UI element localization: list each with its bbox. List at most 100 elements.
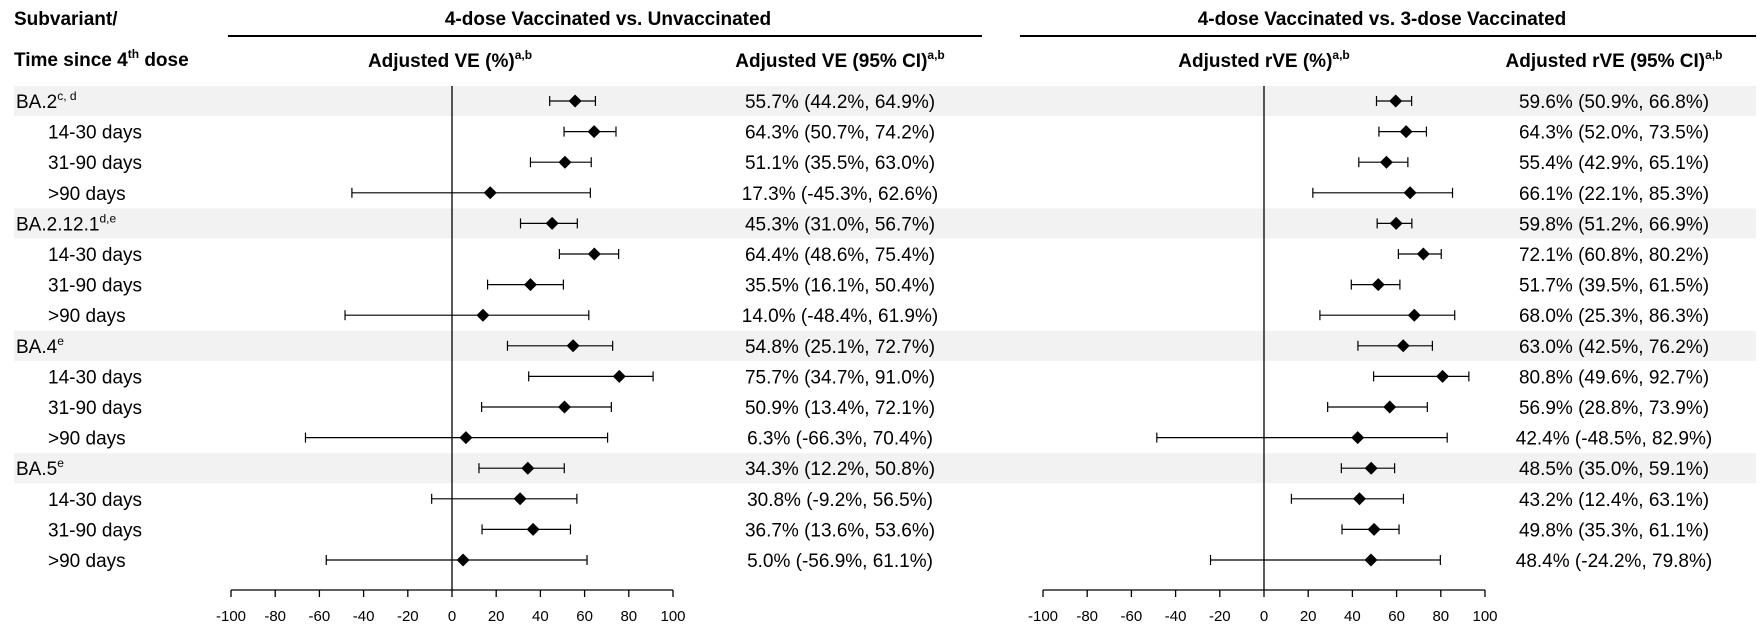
ci-value-label: 35.5% (16.1%, 50.4%)	[745, 276, 935, 297]
point-estimate-diamond	[1364, 553, 1378, 567]
point-estimate-diamond	[1403, 186, 1417, 200]
time-since-dose-label: 14-30 days	[48, 245, 142, 266]
ci-value-label: 6.3% (-66.3%, 70.4%)	[747, 429, 933, 450]
panel2-title: 4-dose Vaccinated vs. 3-dose Vaccinated	[1198, 9, 1567, 30]
ci-value-label: 64.3% (52.0%, 73.5%)	[1519, 123, 1709, 144]
row-label-header-line2: Time since 4th dose	[14, 47, 189, 71]
row-band-layer	[14, 86, 1756, 484]
subvariant-label: BA.4e	[16, 334, 64, 358]
point-estimate-diamond	[557, 400, 571, 414]
point-estimate-diamond	[1399, 125, 1413, 139]
ci-value-label: 48.4% (-24.2%, 79.8%)	[1516, 551, 1712, 572]
time-since-dose-label: >90 days	[48, 429, 126, 450]
x-tick-label: 40	[532, 608, 549, 625]
ci-value-label: 50.9% (13.4%, 72.1%)	[745, 398, 935, 419]
x-tick-label: 40	[1344, 608, 1361, 625]
point-estimate-diamond	[526, 522, 540, 536]
ci-value-label: 42.4% (-48.5%, 82.9%)	[1516, 429, 1712, 450]
ci-value-label: 72.1% (60.8%, 80.2%)	[1519, 245, 1709, 266]
point-estimate-diamond	[545, 216, 559, 230]
time-since-dose-label: 31-90 days	[48, 520, 142, 541]
point-estimate-diamond	[1416, 247, 1430, 261]
ci-value-label: 17.3% (-45.3%, 62.6%)	[742, 184, 938, 205]
x-tick-label: 80	[1432, 608, 1449, 625]
ci-value-label: 51.7% (39.5%, 61.5%)	[1519, 276, 1709, 297]
point-estimate-diamond	[1389, 216, 1403, 230]
group-row-band	[14, 208, 1756, 239]
row-label-header-line1: Subvariant/	[14, 9, 118, 30]
ci-value-label: 30.8% (-9.2%, 56.5%)	[747, 490, 933, 511]
x-tick-label: 0	[1260, 608, 1268, 625]
ci-value-label: 5.0% (-56.9%, 61.1%)	[747, 551, 933, 572]
ci-value-label: 66.1% (22.1%, 85.3%)	[1519, 184, 1709, 205]
panel2-ci-header: Adjusted rVE (95% CI)a,b	[1506, 48, 1723, 72]
group-row-band	[14, 330, 1756, 361]
ci-value-label: 75.7% (34.7%, 91.0%)	[745, 367, 935, 388]
ci-value-label: 59.6% (50.9%, 66.8%)	[1519, 92, 1709, 113]
point-estimate-diamond	[1364, 461, 1378, 475]
group-row-band	[14, 86, 1756, 116]
ci-value-label: 63.0% (42.5%, 76.2%)	[1519, 337, 1709, 358]
x-tick-label: 100	[1472, 608, 1497, 625]
panel2-plot-header: Adjusted rVE (%)a,b	[1178, 48, 1349, 72]
time-since-dose-label: 14-30 days	[48, 123, 142, 144]
point-estimate-diamond	[1352, 492, 1366, 506]
row-label-layer: BA.2c, d 14-30 days 31-90 days >90 days BA.2…	[16, 89, 142, 572]
point-estimate-diamond	[1396, 339, 1410, 353]
time-since-dose-label: >90 days	[48, 184, 126, 205]
x-tick-label: 20	[488, 608, 505, 625]
x-tick-label: 60	[1388, 608, 1405, 625]
point-estimate-diamond	[558, 155, 572, 169]
time-since-dose-label: 31-90 days	[48, 276, 142, 297]
x-tick-label: -80	[264, 608, 286, 625]
ci-value-label: 49.8% (35.3%, 61.1%)	[1519, 520, 1709, 541]
point-estimate-diamond	[521, 461, 535, 475]
panel1-plot-header: Adjusted VE (%)a,b	[368, 48, 532, 72]
ci-value-label: 36.7% (13.6%, 53.6%)	[745, 520, 935, 541]
panel1-ci-header: Adjusted VE (95% CI)a,b	[735, 48, 945, 72]
ci-value-label: 45.3% (31.0%, 56.7%)	[745, 214, 935, 235]
x-tick-label: -60	[1121, 608, 1143, 625]
ci-value-label: 48.5% (35.0%, 59.1%)	[1519, 459, 1709, 480]
time-since-dose-label: 14-30 days	[48, 490, 142, 511]
ci-value-label: 64.3% (50.7%, 74.2%)	[745, 123, 935, 144]
ci-value-label: 54.8% (25.1%, 72.7%)	[745, 337, 935, 358]
time-since-dose-label: 31-90 days	[48, 153, 142, 174]
x-tick-label: -100	[216, 608, 246, 625]
point-estimate-diamond	[1371, 278, 1385, 292]
ci-value-label: 14.0% (-48.4%, 61.9%)	[742, 306, 938, 327]
x-tick-label: -80	[1076, 608, 1098, 625]
time-since-dose-label: >90 days	[48, 551, 126, 572]
point-estimate-diamond	[1389, 94, 1403, 108]
ci-value-label: 34.3% (12.2%, 50.8%)	[745, 459, 935, 480]
point-estimate-diamond	[1379, 155, 1393, 169]
ci-value-label: 51.1% (35.5%, 63.0%)	[745, 153, 935, 174]
subvariant-label: BA.2.12.1d,e	[16, 211, 116, 235]
panel1-plot-layer: -100 -80 -60 -40 -20 0 20 40 60 80 100 55.7% (44.2%…	[216, 86, 938, 625]
panel1-title: 4-dose Vaccinated vs. Unvaccinated	[445, 9, 771, 30]
time-since-dose-label: 31-90 days	[48, 398, 142, 419]
point-estimate-diamond	[1351, 431, 1365, 445]
point-estimate-diamond	[566, 339, 580, 353]
point-estimate-diamond	[1383, 400, 1397, 414]
subvariant-label: BA.5e	[16, 456, 64, 480]
point-estimate-diamond	[612, 369, 626, 383]
point-estimate-diamond	[1367, 522, 1381, 536]
time-since-dose-label: >90 days	[48, 306, 126, 327]
point-estimate-diamond	[1436, 369, 1450, 383]
point-estimate-diamond	[587, 125, 601, 139]
x-tick-label: 20	[1300, 608, 1317, 625]
ci-value-label: 59.8% (51.2%, 66.9%)	[1519, 214, 1709, 235]
subvariant-label: BA.2c, d	[16, 89, 77, 113]
ci-value-label: 55.4% (42.9%, 65.1%)	[1519, 153, 1709, 174]
x-tick-label: 80	[620, 608, 637, 625]
ci-value-label: 56.9% (28.8%, 73.9%)	[1519, 398, 1709, 419]
panel2-plot-layer: -100 -80 -60 -40 -20 0 20 40 60 80 100 59.6% (50.9%…	[1028, 86, 1712, 625]
point-estimate-diamond	[483, 186, 497, 200]
ci-value-label: 43.2% (12.4%, 63.1%)	[1519, 490, 1709, 511]
x-tick-label: 0	[448, 608, 456, 625]
point-estimate-diamond	[459, 431, 473, 445]
point-estimate-diamond	[523, 278, 537, 292]
x-tick-label: 60	[576, 608, 593, 625]
